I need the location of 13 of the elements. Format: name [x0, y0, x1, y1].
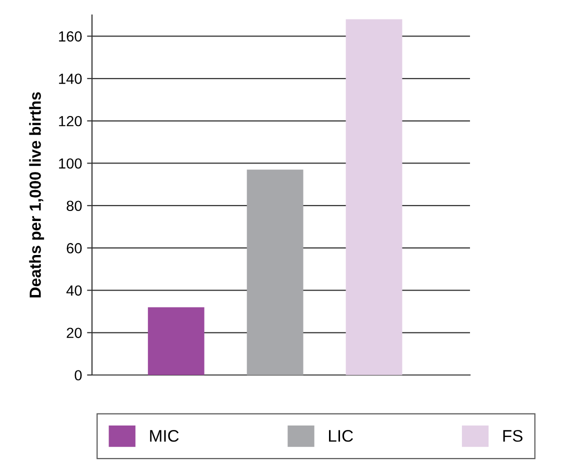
y-tick-label: 20: [66, 328, 82, 338]
y-tick-label: 80: [66, 200, 82, 212]
y-tick-label: 140: [59, 74, 82, 84]
y-tick-label: 60: [66, 243, 82, 254]
legend-label: FS: [503, 430, 522, 442]
y-tick-label: 120: [59, 116, 82, 126]
legend-label: MIC: [150, 430, 179, 442]
y-axis-title: Deaths per 1,000 live births: [29, 92, 44, 298]
y-tick-label: 40: [66, 285, 82, 296]
y-tick-label: 100: [59, 158, 82, 169]
legend-label: LIC: [329, 430, 353, 442]
y-tick-label: 0: [74, 370, 82, 380]
y-tick-label: 160: [59, 31, 82, 42]
